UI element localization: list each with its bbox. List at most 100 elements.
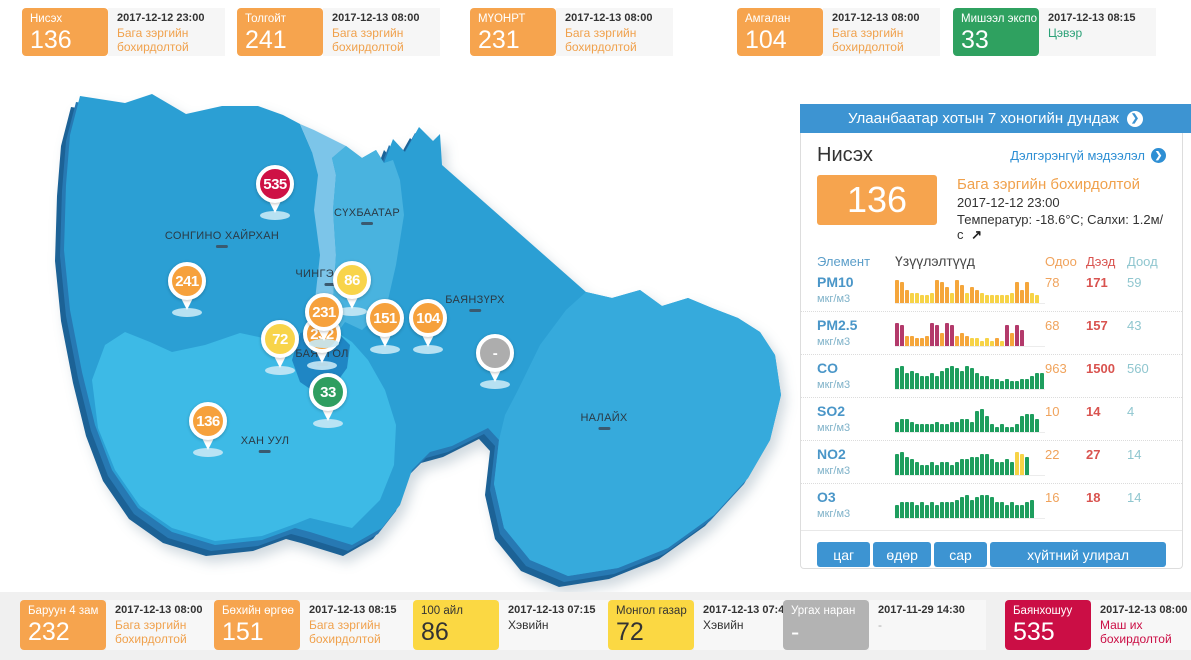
detail-link[interactable]: Дэлгэрэнгүй мэдээлэл ❯ [1010, 148, 1166, 163]
spark-bar [920, 338, 924, 346]
station-value-box: Монгол газар 72 [608, 600, 694, 650]
spark-bar [905, 419, 909, 432]
spark-bar [1035, 295, 1039, 303]
spark-bar [920, 424, 924, 432]
spark-bar [915, 292, 919, 303]
spark-bar [985, 295, 989, 303]
station-card-5[interactable]: Ургах наран -2017-11-29 14:30- [783, 600, 986, 650]
spark-bar [995, 462, 999, 475]
spark-bar [920, 295, 924, 303]
sparkline [895, 448, 1045, 476]
spark-bar [955, 335, 959, 346]
station-card-3[interactable]: 100 айл 86 2017-12-13 07:15 Хэвийн [413, 600, 616, 650]
spark-bar [935, 325, 939, 346]
spark-bar [985, 416, 989, 432]
period-button-3[interactable]: сар [933, 542, 988, 567]
station-info: 2017-12-13 08:15 Цэвэр [1039, 8, 1156, 56]
spark-bar [1040, 373, 1044, 389]
station-card-2[interactable]: Бөхийн өргөө 151 2017-12-13 08:15 Бага зэрг… [214, 600, 417, 650]
spark-bar [1025, 456, 1029, 475]
spark-bar [1000, 424, 1004, 432]
spark-bar [965, 459, 969, 475]
spark-bar [995, 502, 999, 518]
spark-bar [895, 368, 899, 389]
spark-bar [990, 295, 994, 303]
marker-shadow [309, 339, 339, 348]
spark-bar [970, 338, 974, 346]
station-timestamp: 2017-11-29 14:30 [878, 604, 965, 616]
sparkline [895, 405, 1045, 433]
spark-bar [945, 502, 949, 518]
spark-bar [1020, 330, 1024, 346]
spark-bar [925, 424, 929, 432]
weather-text: Температур: -18.6°C; Салхи: 1.2м/с [957, 212, 1164, 242]
pollutant-unit: мкг/м3 [817, 336, 851, 348]
spark-bar [1005, 325, 1009, 346]
station-value-box: Баруун 4 зам 232 [20, 600, 106, 650]
detail-link-label: Дэлгэрэнгүй мэдээлэл [1010, 148, 1145, 163]
period-button-4[interactable]: хүйтний улирал [990, 542, 1166, 567]
pollutant-unit: мкг/м3 [817, 293, 851, 305]
ulaanbaatar-district-map: СОНГИНО ХАЙРХАН СҮХБААТАР ЧИНГЭЛТЭЙ БАЯНЗҮР… [0, 85, 800, 600]
spark-bar [980, 292, 984, 303]
spark-bar [970, 499, 974, 518]
spark-bar [1015, 451, 1019, 475]
station-card-3[interactable]: МҮОНРТ 231 2017-12-13 08:00 Бага зэргийн бо… [470, 8, 673, 56]
spark-bar [965, 365, 969, 389]
spark-bar [1030, 499, 1034, 518]
pollutant-table: PM10 мкг/м3 78 171 59 PM2.5 мкг/м3 68 157 43 CO мкг… [801, 269, 1182, 526]
station-info: 2017-12-13 08:00 Бага зэргийн бохирдолтой [556, 8, 673, 56]
value-now: 963 [1045, 361, 1067, 376]
station-card-5[interactable]: Мишээл экспо 33 2017-12-13 08:15 Цэвэр [953, 8, 1156, 56]
station-status: Бага зэргийн бохирдолтой [117, 26, 189, 55]
spark-bar [1035, 373, 1039, 389]
district-label-text: БАЯНЗҮРХ [445, 294, 505, 306]
pollutant-name: PM2.5 [817, 317, 858, 333]
station-status: Маш их бохирдолтой [1100, 618, 1172, 647]
aqi-weather: Температур: -18.6°C; Салхи: 1.2м/с ↗ [957, 212, 1166, 243]
marker-shadow [370, 345, 400, 354]
col-max: Дээд [1086, 254, 1116, 269]
spark-bar [960, 370, 964, 389]
spark-bar [910, 502, 914, 518]
station-card-2[interactable]: Толгойт 241 2017-12-13 08:00 Бага зэргийн б… [237, 8, 440, 56]
marker-shadow [337, 307, 367, 316]
station-value-box: 100 айл 86 [413, 600, 499, 650]
period-button-2[interactable]: өдөр [873, 542, 931, 567]
station-card-1[interactable]: Нисэх 136 2017-12-12 23:00 Бага зэргийн бох… [22, 8, 225, 56]
station-timestamp: 2017-12-13 07:15 [508, 604, 596, 616]
spark-bar [895, 454, 899, 475]
spark-bar [905, 290, 909, 303]
value-now: 22 [1045, 447, 1060, 462]
station-card-4[interactable]: Монгол газар 72 2017-12-13 07:45 Хэвийн [608, 600, 811, 650]
district-label: ХАН УУЛ [241, 435, 290, 453]
spark-bar [980, 454, 984, 475]
spark-bar [990, 497, 994, 518]
spark-bar [1000, 295, 1004, 303]
marker-value: 104 [409, 299, 447, 337]
value-min: 14 [1127, 490, 1142, 505]
sparkline [895, 491, 1045, 519]
value-max: 171 [1086, 275, 1108, 290]
station-aqi-value: 72 [616, 618, 644, 646]
station-status: Бага зэргийн бохирдолтой [565, 26, 637, 55]
spark-bar [930, 322, 934, 346]
station-card-1[interactable]: Баруун 4 зам 232 2017-12-13 08:00 Бага зэрг… [20, 600, 223, 650]
station-card-4[interactable]: Амгалан 104 2017-12-13 08:00 Бага зэргийн б… [737, 8, 940, 56]
station-status: - [878, 618, 882, 632]
station-value-box: Амгалан 104 [737, 8, 823, 56]
station-card-6[interactable]: Баянхошуу 535 2017-12-13 08:00 Маш их бохир… [1005, 600, 1191, 650]
marker-value: 86 [333, 261, 371, 299]
aqi-value-box: 136 [817, 175, 937, 225]
station-aqi-value: 232 [28, 618, 70, 646]
pollutant-name-cell: NO2 мкг/м3 [817, 446, 895, 477]
district-label: БАЯНЗҮРХ [445, 294, 505, 312]
spark-bar [990, 378, 994, 389]
col-now: Одоо [1045, 254, 1077, 269]
panel-header-link[interactable]: Улаанбаатар хотын 7 хоногийн дундаж ❯ [800, 104, 1191, 133]
spark-bar [925, 505, 929, 518]
period-button-1[interactable]: цаг [817, 542, 871, 567]
spark-bar [925, 295, 929, 303]
spark-bar [1005, 505, 1009, 518]
station-name: Бөхийн өргөө [222, 605, 294, 617]
